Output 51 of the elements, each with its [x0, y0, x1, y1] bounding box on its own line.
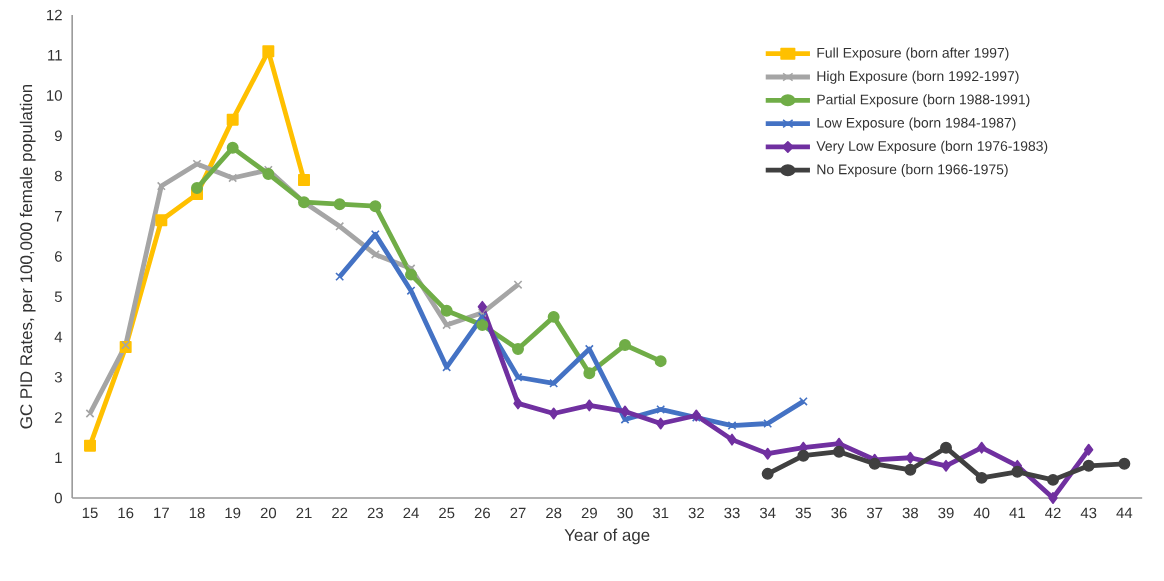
x-tick-label: 15	[82, 507, 98, 519]
y-tick-label: 10	[47, 90, 62, 101]
legend-label: Full Exposure (born after 1997)	[817, 47, 1009, 61]
y-tick-label: 7	[55, 211, 62, 222]
x-tick-label: 24	[403, 507, 419, 519]
x-tick-label: 28	[546, 507, 562, 519]
y-tick-label: 0	[54, 492, 62, 504]
x-tick-label: 20	[260, 507, 277, 519]
x-tick-label: 38	[902, 507, 918, 519]
legend-label: Partial Exposure (born 1988-1991)	[817, 94, 1030, 108]
x-tick-label: 30	[617, 507, 633, 519]
x-tick-label: 25	[439, 507, 455, 519]
legend-label: No Exposure (born 1966-1975)	[817, 164, 1008, 178]
x-tick-label: 23	[367, 507, 383, 519]
y-tick-label: 8	[54, 170, 62, 182]
y-tick-label: 3	[54, 371, 62, 383]
x-tick-label: 22	[332, 507, 348, 519]
x-tick-label: 41	[1009, 507, 1025, 518]
x-tick-label: 42	[1045, 507, 1061, 519]
x-tick-label: 34	[759, 507, 776, 519]
x-tick-label: 26	[474, 507, 490, 519]
x-tick-label: 33	[724, 507, 740, 519]
y-tick-label: 5	[54, 291, 62, 302]
x-tick-label: 18	[189, 507, 205, 519]
legend-label: High Exposure (born 1992-1997)	[817, 70, 1019, 84]
y-tick-label: 9	[54, 130, 62, 142]
x-tick-label: 27	[510, 507, 526, 519]
x-tick-label: 43	[1080, 507, 1097, 519]
x-tick-label: 40	[973, 507, 990, 519]
x-tick-label: 35	[795, 507, 812, 519]
x-tick-label: 29	[581, 507, 597, 519]
legend-label: Low Exposure (born 1984-1987)	[817, 117, 1016, 131]
x-tick-label: 31	[652, 507, 669, 519]
y-tick-label: 2	[54, 412, 62, 423]
legend-label: Very Low Exposure (born 1976-1983)	[816, 140, 1048, 154]
y-tick-label: 1	[55, 452, 62, 463]
x-tick-label: 44	[1116, 507, 1133, 518]
y-tick-label: 12	[47, 9, 62, 21]
x-tick-label: 37	[866, 507, 883, 519]
x-tick-label: 32	[688, 507, 704, 519]
y-axis-title: GC PID Rates, per 100,000 female population	[19, 84, 36, 429]
x-tick-label: 39	[938, 507, 954, 519]
y-tick-label: 11	[48, 50, 62, 61]
y-tick-label: 6	[54, 251, 62, 262]
x-tick-label: 19	[225, 507, 241, 519]
x-tick-label: 36	[831, 507, 847, 519]
x-tick-label: 16	[118, 507, 134, 519]
x-tick-label: 21	[296, 507, 312, 519]
x-tick-label: 17	[154, 507, 169, 518]
y-tick-label: 4	[54, 331, 63, 343]
x-axis-title: Year of age	[564, 528, 650, 545]
